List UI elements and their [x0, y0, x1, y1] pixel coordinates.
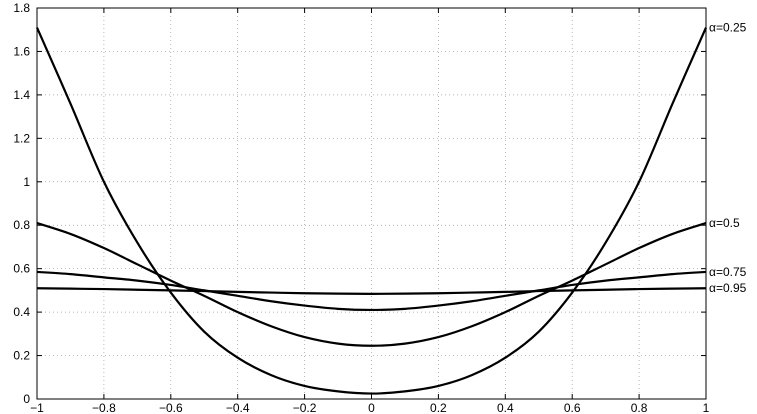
y-tick-label: 1.8: [13, 1, 30, 15]
y-tick-label: 1.4: [13, 88, 30, 102]
y-tick-label: 0.2: [13, 349, 30, 363]
y-tick-label: 1.6: [13, 44, 30, 58]
x-tick-label: 0.2: [430, 401, 447, 414]
series-label-0: α=0.25: [709, 21, 747, 35]
grid: [37, 8, 706, 399]
series-label-1: α=0.5: [709, 216, 740, 230]
series-line-1: [36, 222, 707, 347]
x-tick-label: 0.8: [631, 401, 648, 414]
x-tick-label: 0: [368, 401, 375, 414]
series-label-3: α=0.95: [709, 281, 747, 295]
y-tick-label: 0.6: [13, 262, 30, 276]
x-tick-label: −0.8: [92, 401, 116, 414]
series-line-3: [36, 287, 707, 295]
series-line-0: [35, 27, 708, 395]
x-axis-tick-labels: −1 −0.8 −0.6 −0.4 −0.2 0 0.2 0.4 0.6 0.8 1: [30, 401, 710, 414]
y-tick-label: 0.8: [13, 218, 30, 232]
plot-area-frame: [36, 7, 707, 400]
series-line-2: [36, 270, 707, 312]
x-tick-label: −0.4: [226, 401, 250, 414]
series-label-2: α=0.75: [709, 265, 747, 279]
x-tick-label: 1: [703, 401, 710, 414]
series-labels: α=0.25 α=0.5 α=0.75 α=0.95: [709, 21, 747, 296]
y-axis-tick-labels: 0 0.2 0.4 0.6 0.8 1 1.2 1.4 1.6 1.8: [13, 1, 30, 406]
series-lines: [35, 27, 708, 395]
x-tick-label: −0.2: [293, 401, 317, 414]
x-tick-label: −0.6: [159, 401, 183, 414]
x-tick-label: 0.4: [497, 401, 514, 414]
y-tick-label: 1.2: [13, 131, 30, 145]
y-tick-label: 0.4: [13, 305, 30, 319]
y-tick-label: 0: [23, 392, 30, 406]
x-tick-label: −1: [30, 401, 44, 414]
x-tick-label: 0.6: [564, 401, 581, 414]
y-tick-label: 1: [23, 175, 30, 189]
